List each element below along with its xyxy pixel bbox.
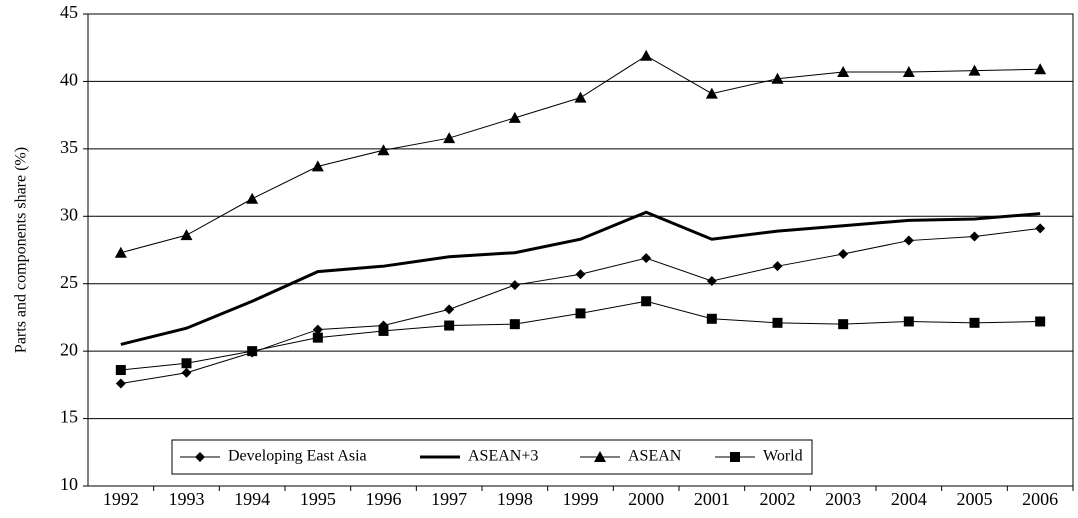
x-tick-label: 2000: [628, 489, 664, 509]
marker: [772, 317, 783, 328]
x-tick-label: 1993: [169, 489, 205, 509]
x-tick-label: 1996: [366, 489, 402, 509]
marker: [246, 192, 259, 204]
marker: [181, 367, 192, 378]
marker: [903, 235, 914, 246]
marker: [312, 324, 323, 335]
marker: [902, 65, 915, 77]
x-tick-label: 2003: [825, 489, 861, 509]
y-tick-label: 15: [60, 407, 78, 427]
marker: [575, 269, 586, 280]
marker: [838, 319, 849, 330]
y-tick-label: 10: [60, 474, 78, 494]
legend-label: ASEAN: [628, 448, 682, 465]
marker: [378, 325, 389, 336]
y-axis-label: Parts and components share (%): [13, 147, 30, 353]
marker: [969, 231, 980, 242]
marker: [730, 452, 740, 462]
marker: [115, 365, 126, 376]
series-line: [120, 227, 1041, 385]
marker: [838, 249, 849, 260]
series-line: [120, 55, 1041, 254]
marker: [377, 144, 390, 156]
marker: [641, 296, 652, 307]
marker: [574, 91, 587, 103]
marker: [1035, 316, 1046, 327]
plot-frame: [87, 13, 1074, 487]
x-tick-label: 1997: [431, 489, 467, 509]
marker: [509, 319, 520, 330]
x-tick-label: 1999: [563, 489, 599, 509]
marker: [706, 276, 717, 287]
marker: [969, 317, 980, 328]
legend-label: World: [763, 448, 803, 465]
x-tick-label: 2005: [957, 489, 993, 509]
y-tick-label: 30: [60, 204, 78, 224]
x-tick-label: 1992: [103, 489, 139, 509]
legend-label: ASEAN+3: [468, 448, 538, 465]
marker: [575, 308, 586, 319]
marker: [181, 358, 192, 369]
marker: [903, 316, 914, 327]
x-tick-label: 1994: [234, 489, 270, 509]
series-line: [120, 210, 1041, 346]
marker: [706, 313, 717, 324]
marker: [115, 378, 126, 389]
marker: [311, 160, 324, 172]
legend-box: [171, 439, 813, 475]
x-tick-label: 2002: [760, 489, 796, 509]
y-tick-label: 20: [60, 339, 78, 359]
marker: [594, 451, 606, 462]
x-tick-label: 1998: [497, 489, 533, 509]
y-tick-label: 35: [60, 137, 78, 157]
x-tick-label: 2004: [891, 489, 927, 509]
marker: [247, 346, 258, 357]
y-tick-label: 45: [60, 2, 78, 22]
marker: [180, 229, 193, 241]
marker: [114, 246, 127, 258]
marker: [837, 65, 850, 77]
marker: [772, 261, 783, 272]
marker: [640, 49, 653, 61]
y-tick-label: 25: [60, 272, 78, 292]
marker: [444, 304, 455, 315]
marker: [509, 280, 520, 291]
marker: [771, 72, 784, 84]
y-tick-label: 40: [60, 70, 78, 90]
marker: [312, 332, 323, 343]
marker: [508, 111, 521, 123]
legend-label: Developing East Asia: [228, 448, 367, 465]
x-tick-label: 2006: [1022, 489, 1058, 509]
marker: [195, 452, 205, 462]
marker: [1034, 63, 1047, 75]
marker: [443, 132, 456, 144]
x-tick-label: 2001: [694, 489, 730, 509]
marker: [968, 64, 981, 76]
x-tick-label: 1995: [300, 489, 336, 509]
marker: [444, 320, 455, 331]
marker: [1035, 223, 1046, 234]
marker: [641, 253, 652, 264]
marker: [705, 87, 718, 99]
